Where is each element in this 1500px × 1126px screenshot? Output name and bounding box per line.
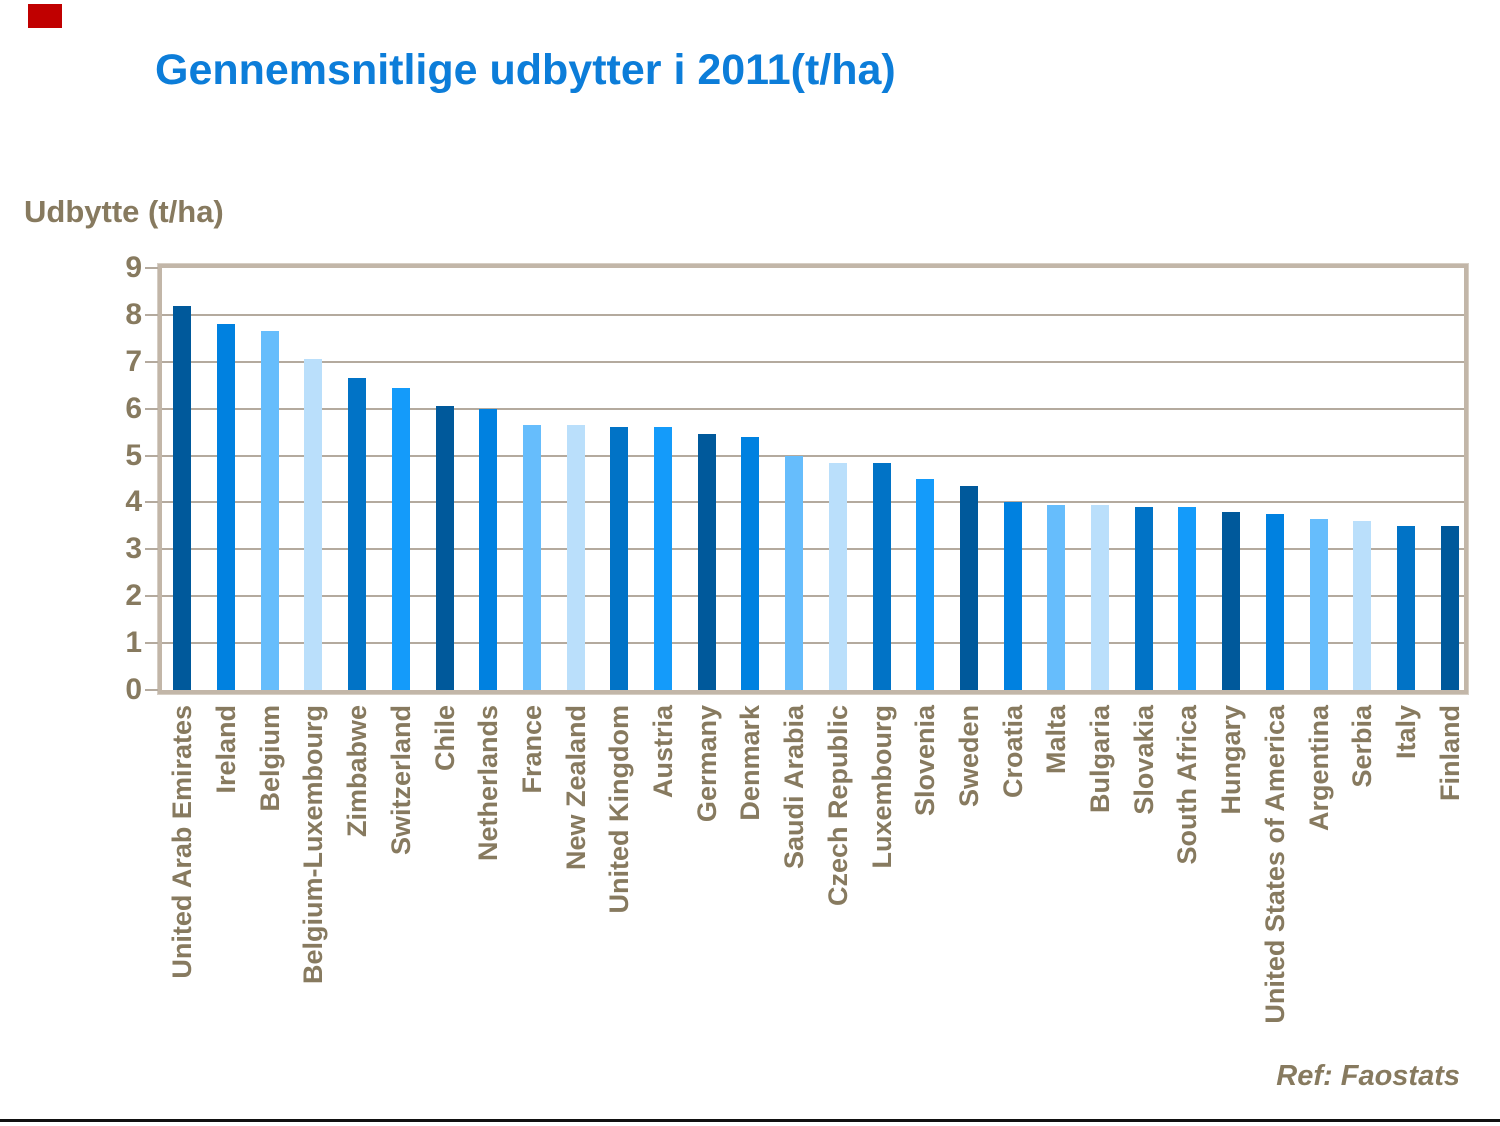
x-tick-label: Ireland: [211, 705, 241, 794]
bar: [697, 434, 716, 690]
x-tick-label: United Arab Emirates: [167, 705, 198, 979]
gridline: [162, 595, 1464, 598]
y-tick-label: 4: [125, 485, 142, 519]
y-tick-label: 8: [125, 297, 142, 331]
gridline: [162, 501, 1464, 504]
gridline: [162, 548, 1464, 551]
y-tick-mark: [145, 313, 158, 316]
plot-inner: [162, 268, 1464, 690]
x-tick-label: Belgium: [254, 705, 285, 812]
gridline: [162, 454, 1464, 457]
bar: [260, 331, 279, 690]
x-tick-label: Netherlands: [473, 705, 504, 862]
chart-title: Gennemsnitlige udbytter i 2011(t/ha): [155, 46, 896, 94]
bar: [872, 463, 891, 690]
bar: [479, 409, 498, 690]
bar: [1178, 507, 1197, 690]
x-tick-label: France: [516, 705, 547, 794]
x-tick-label: Italy: [1390, 705, 1421, 760]
bar: [348, 378, 367, 690]
y-axis-title: Udbytte (t/ha): [24, 194, 224, 229]
x-tick-label: South Africa: [1172, 705, 1203, 865]
bar: [785, 456, 804, 690]
bar: [741, 437, 760, 690]
bar: [391, 388, 410, 690]
x-tick-label: Slovakia: [1128, 705, 1159, 815]
x-tick-label: Serbia: [1347, 705, 1378, 788]
y-tick-mark: [145, 267, 158, 269]
x-tick-label: Sweden: [953, 705, 984, 808]
x-tick-label: Czech Republic: [822, 705, 853, 907]
x-tick-label: Croatia: [997, 705, 1028, 799]
x-tick-label: United Kingdom: [604, 705, 635, 914]
gridline: [162, 313, 1464, 316]
gridline: [162, 360, 1464, 363]
x-tick-label: Zimbabwe: [342, 705, 373, 838]
plot-area: [157, 263, 1469, 695]
y-tick-mark: [145, 360, 158, 363]
y-tick-mark: [145, 595, 158, 598]
bar: [654, 427, 672, 690]
x-tick-label: Denmark: [735, 705, 766, 821]
bar: [1440, 526, 1459, 690]
x-tick-label: Germany: [691, 705, 722, 823]
bar: [959, 486, 978, 690]
reference-note: Ref: Faostats: [1276, 1060, 1460, 1092]
bar: [566, 425, 585, 690]
y-tick-mark: [145, 407, 158, 410]
bar: [304, 359, 323, 690]
bar: [1265, 514, 1284, 690]
y-tick-mark: [145, 642, 158, 645]
x-tick-label: Chile: [429, 705, 460, 772]
slide-footer-rule: [0, 1119, 1500, 1122]
x-tick-label: Austria: [648, 705, 678, 799]
bar: [522, 425, 541, 690]
y-tick-label: 6: [125, 391, 142, 425]
gridline: [162, 407, 1464, 410]
bar: [1309, 519, 1328, 690]
bar: [1134, 507, 1153, 690]
y-tick-label: 5: [125, 438, 142, 472]
x-tick-label: Hungary: [1216, 705, 1247, 815]
bar: [217, 324, 235, 690]
y-tick-label: 1: [125, 626, 142, 660]
bar: [1222, 512, 1241, 690]
x-tick-label: Belgium-Luxembourg: [298, 705, 329, 985]
x-tick-label: New Zealand: [560, 705, 591, 871]
bar: [610, 427, 629, 690]
y-tick-mark: [145, 689, 158, 691]
y-tick-label: 2: [125, 579, 142, 613]
x-tick-label: Finland: [1434, 705, 1465, 801]
y-tick-mark: [145, 454, 158, 457]
bar: [1003, 502, 1022, 690]
x-tick-label: Bulgaria: [1085, 705, 1115, 814]
x-tick-label: Luxembourg: [866, 705, 897, 869]
x-tick-label: Switzerland: [385, 705, 416, 856]
x-tick-label: Malta: [1041, 705, 1072, 775]
bar: [828, 463, 847, 690]
y-tick-mark: [145, 548, 158, 551]
bar: [1091, 505, 1109, 690]
gridline: [162, 642, 1464, 645]
y-tick-label: 3: [125, 532, 142, 566]
y-tick-mark: [145, 501, 158, 504]
bar: [1353, 521, 1372, 690]
y-tick-label: 7: [125, 344, 142, 378]
y-tick-label: 0: [125, 673, 142, 706]
x-tick-label: Argentina: [1303, 705, 1334, 832]
y-tick-label: 9: [125, 251, 142, 284]
x-tick-label: United States of America: [1259, 705, 1290, 1024]
bar: [1047, 505, 1066, 690]
x-tick-label: Slovenia: [910, 705, 941, 817]
slide-corner-marker: [28, 4, 62, 28]
bar: [435, 406, 454, 690]
x-tick-label: Saudi Arabia: [779, 705, 810, 870]
bar: [1396, 526, 1415, 690]
bar: [916, 479, 935, 690]
bar: [173, 306, 192, 690]
